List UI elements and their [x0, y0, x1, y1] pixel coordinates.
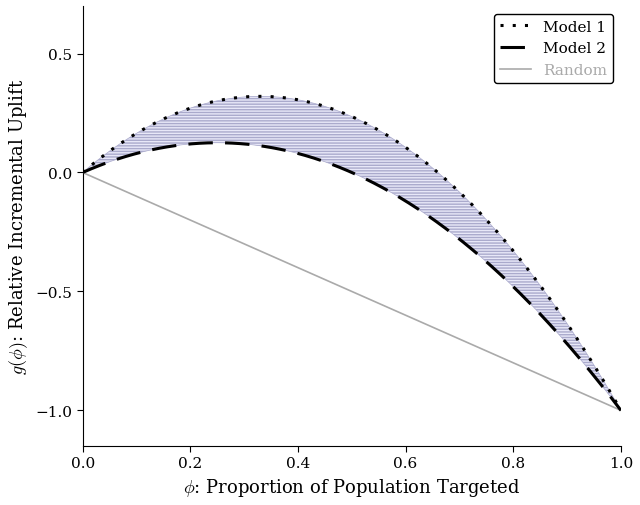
Model 1	[79, 170, 86, 176]
Model 2	[79, 170, 86, 176]
Random	[316, 275, 324, 281]
Model 2	[509, 283, 516, 289]
Model 2	[617, 408, 625, 414]
Legend: Model 1, Model 2, Random: Model 1, Model 2, Random	[494, 15, 613, 84]
X-axis label: $\phi$: Proportion of Population Targeted: $\phi$: Proportion of Population Targete…	[183, 476, 520, 498]
Random	[449, 333, 456, 339]
Line: Model 1: Model 1	[83, 97, 621, 411]
Model 1	[316, 103, 324, 109]
Line: Model 2: Model 2	[83, 143, 621, 411]
Random	[134, 194, 141, 200]
Model 1	[499, 236, 507, 242]
Model 1	[134, 130, 141, 136]
Random	[499, 355, 506, 361]
Model 1	[617, 408, 625, 414]
Model 2	[297, 152, 305, 158]
Random	[79, 170, 86, 176]
Model 1	[509, 247, 516, 254]
Y-axis label: $g(\phi)$: Relative Incremental Uplift: $g(\phi)$: Relative Incremental Uplift	[7, 79, 29, 374]
Line: Random: Random	[83, 173, 621, 411]
Model 2	[214, 140, 221, 146]
Random	[617, 408, 625, 414]
Model 2	[499, 274, 507, 280]
Model 2	[449, 231, 457, 237]
Model 1	[449, 183, 457, 189]
Model 2	[134, 151, 141, 157]
Random	[296, 266, 304, 272]
Model 1	[257, 94, 264, 100]
Random	[508, 360, 516, 366]
Model 2	[316, 158, 324, 164]
Model 1	[297, 98, 305, 104]
